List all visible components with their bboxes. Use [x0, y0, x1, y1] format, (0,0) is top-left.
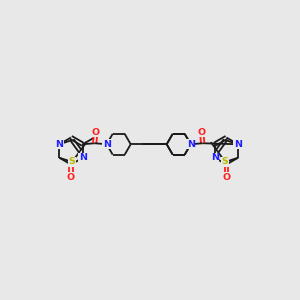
- Text: N: N: [211, 153, 219, 162]
- Text: N: N: [187, 140, 195, 149]
- Text: O: O: [198, 128, 206, 137]
- Text: N: N: [234, 140, 242, 149]
- Text: S: S: [69, 158, 76, 166]
- Text: N: N: [79, 153, 87, 162]
- Text: N: N: [211, 153, 219, 162]
- Text: N: N: [187, 140, 195, 149]
- Text: N: N: [103, 140, 111, 149]
- Text: O: O: [67, 173, 75, 182]
- Text: N: N: [234, 140, 242, 149]
- Text: N: N: [55, 140, 63, 149]
- Text: O: O: [92, 128, 100, 137]
- Text: O: O: [222, 173, 230, 182]
- Text: S: S: [222, 158, 229, 166]
